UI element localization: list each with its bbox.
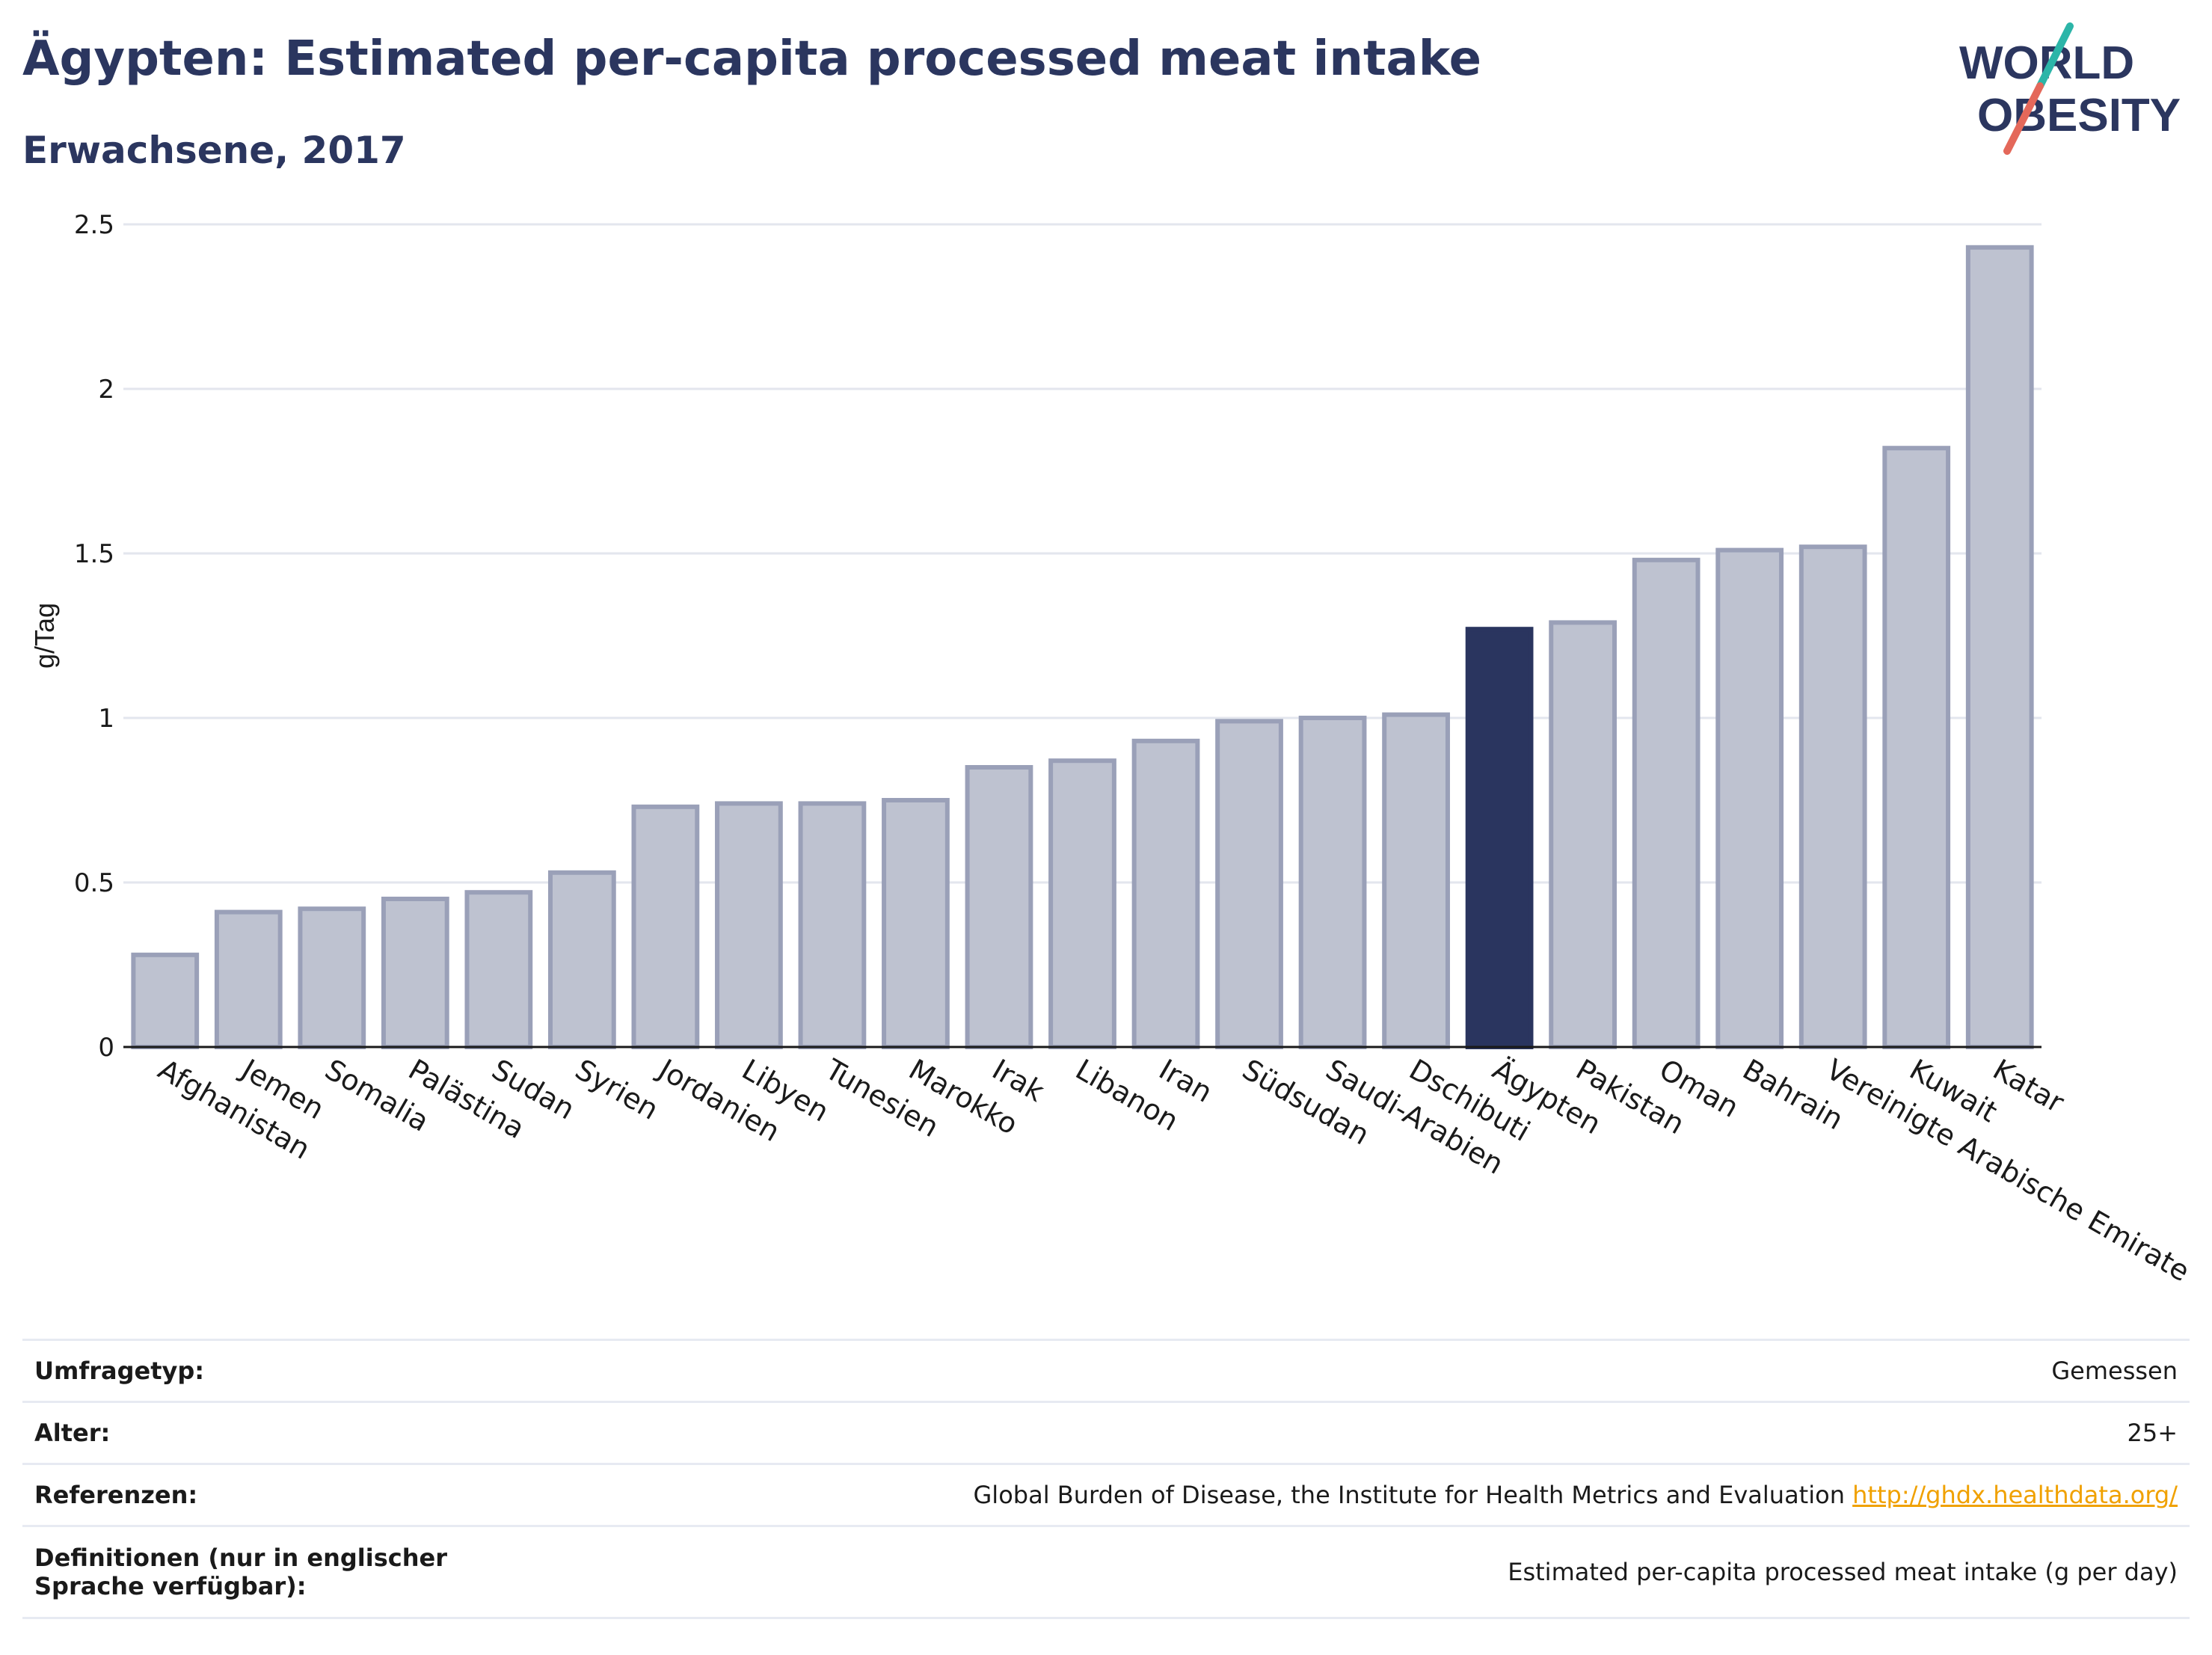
metadata-table: Umfragetyp: Gemessen Alter: 25+ Referenz… bbox=[22, 1339, 2190, 1619]
y-tick-label: 2.5 bbox=[74, 210, 114, 240]
bar-chart: 0 0.5 1 1.5 2 2.5 g/Tag AfghanistanJemenSomal… bbox=[29, 210, 2195, 1289]
meta-value-survey-type: Gemessen bbox=[2051, 1357, 2178, 1385]
bar-Afghanistan[interactable] bbox=[131, 952, 200, 1050]
bar-Vereinigte Arabische Emirate[interactable] bbox=[1798, 544, 1867, 1049]
bar-Sudan[interactable] bbox=[464, 890, 533, 1049]
logo-accent-teal bbox=[2036, 22, 2074, 90]
references-link[interactable]: http://ghdx.healthdata.org/ bbox=[1852, 1481, 2178, 1509]
meta-value-age: 25+ bbox=[2127, 1419, 2178, 1447]
bar-Bahrain[interactable] bbox=[1715, 547, 1784, 1049]
x-tick-label: Katar bbox=[1988, 1053, 2070, 1120]
bars bbox=[131, 245, 2034, 1050]
x-tick-label: Syrien bbox=[570, 1053, 664, 1126]
bar-Syrien[interactable] bbox=[547, 870, 616, 1050]
bar-Irak[interactable] bbox=[965, 765, 1033, 1049]
logo-accent-coral bbox=[2003, 82, 2044, 155]
bar-Kuwait[interactable] bbox=[1882, 446, 1951, 1049]
chart-title: Ägypten: Estimated per-capita processed … bbox=[22, 31, 1481, 87]
bar-Palästina[interactable] bbox=[381, 897, 449, 1049]
bar-Libyen[interactable] bbox=[715, 801, 783, 1050]
bar-Ägypten[interactable] bbox=[1465, 627, 1534, 1049]
meta-row-age: Alter: 25+ bbox=[22, 1401, 2190, 1463]
chart-subtitle: Erwachsene, 2017 bbox=[22, 129, 406, 172]
meta-row-definitions: Definitionen (nur in englischer Sprache … bbox=[22, 1525, 2190, 1619]
bar-Dschibuti[interactable] bbox=[1382, 712, 1450, 1049]
meta-value-references: Global Burden of Disease, the Institute … bbox=[974, 1481, 2190, 1509]
x-axis-tick-labels: AfghanistanJemenSomaliaPalästinaSudanSyr… bbox=[153, 1052, 2195, 1289]
y-tick-label: 1 bbox=[98, 704, 114, 734]
bar-Oman[interactable] bbox=[1632, 557, 1701, 1049]
meta-value-references-text: Global Burden of Disease, the Institute … bbox=[973, 1481, 1845, 1509]
bar-Pakistan[interactable] bbox=[1549, 620, 1617, 1049]
bar-Marokko[interactable] bbox=[882, 798, 950, 1049]
bar-Saudi-Arabien[interactable] bbox=[1298, 716, 1367, 1049]
y-tick-label: 1.5 bbox=[74, 539, 114, 569]
meta-label-definitions: Definitionen (nur in englischer Sprache … bbox=[34, 1544, 447, 1600]
bar-Libanon[interactable] bbox=[1048, 758, 1116, 1049]
meta-row-survey-type: Umfragetyp: Gemessen bbox=[22, 1339, 2190, 1401]
bar-Jemen[interactable] bbox=[214, 909, 283, 1049]
meta-row-references: Referenzen: Global Burden of Disease, th… bbox=[22, 1463, 2190, 1525]
y-tick-label: 0 bbox=[98, 1033, 114, 1063]
meta-label-references: Referenzen: bbox=[34, 1481, 198, 1509]
bar-Tunesien[interactable] bbox=[798, 801, 867, 1050]
bar-Somalia[interactable] bbox=[298, 906, 366, 1049]
y-tick-label: 0.5 bbox=[74, 868, 114, 898]
y-axis-tick-labels: 0 0.5 1 1.5 2 2.5 bbox=[74, 210, 114, 1063]
meta-label-survey-type: Umfragetyp: bbox=[34, 1357, 205, 1385]
meta-value-definitions: Estimated per-capita processed meat inta… bbox=[1508, 1558, 2178, 1586]
y-axis-label: g/Tag bbox=[29, 603, 60, 669]
world-obesity-logo: WORLD OBESITY bbox=[1959, 22, 2181, 155]
meta-label-age: Alter: bbox=[34, 1419, 111, 1447]
bar-Jordanien[interactable] bbox=[631, 804, 700, 1050]
logo-text-obesity: OBESITY bbox=[1977, 90, 2181, 141]
y-tick-label: 2 bbox=[98, 375, 114, 405]
bar-Katar[interactable] bbox=[1965, 245, 2034, 1049]
bar-Iran[interactable] bbox=[1131, 738, 1200, 1049]
bar-Südsudan[interactable] bbox=[1215, 719, 1283, 1050]
